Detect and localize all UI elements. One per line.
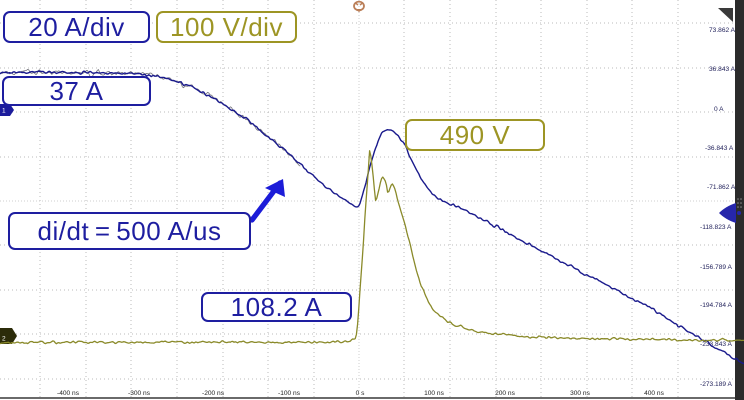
svg-text:-156.789 A: -156.789 A bbox=[700, 264, 732, 271]
svg-text:200 ns: 200 ns bbox=[495, 390, 516, 397]
svg-text:73.862 A: 73.862 A bbox=[709, 27, 736, 34]
svg-text:0 s: 0 s bbox=[356, 390, 365, 397]
svg-text:-71.862 A: -71.862 A bbox=[707, 184, 736, 191]
svg-text:-200 ns: -200 ns bbox=[202, 390, 225, 397]
svg-text:-36.843 A: -36.843 A bbox=[705, 145, 734, 152]
svg-text:300 ns: 300 ns bbox=[570, 390, 591, 397]
svg-text:-273.189 A: -273.189 A bbox=[700, 381, 732, 388]
svg-text:1: 1 bbox=[2, 108, 6, 115]
svg-text:-118.823 A: -118.823 A bbox=[700, 224, 732, 231]
svg-text:400 ns: 400 ns bbox=[644, 390, 665, 397]
svg-text:2: 2 bbox=[2, 336, 6, 343]
svg-text:36.843 A: 36.843 A bbox=[709, 66, 736, 73]
svg-text:-233.843 A: -233.843 A bbox=[700, 341, 732, 348]
svg-text:-100 ns: -100 ns bbox=[278, 390, 301, 397]
svg-text:100 ns: 100 ns bbox=[424, 390, 445, 397]
svg-text:-300 ns: -300 ns bbox=[128, 390, 151, 397]
svg-text:0 A: 0 A bbox=[714, 106, 724, 113]
svg-text:-400 ns: -400 ns bbox=[57, 390, 80, 397]
svg-text:-194.784 A: -194.784 A bbox=[700, 302, 732, 309]
